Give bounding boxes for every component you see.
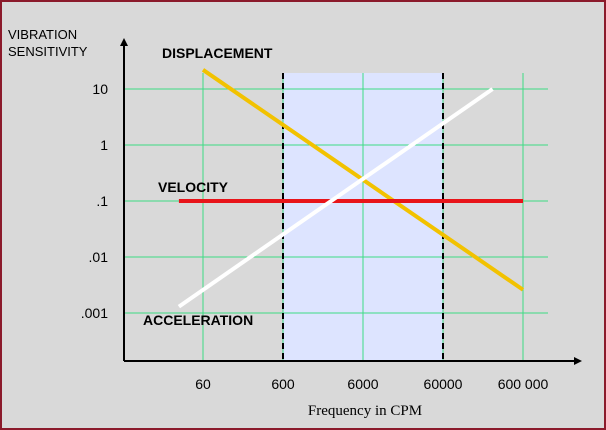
- series-layer: [177, 68, 525, 309]
- series-label-acceleration: ACCELERATION: [143, 312, 253, 328]
- x-axis-title: Frequency in CPM: [308, 403, 422, 419]
- y-tick-label: .01: [89, 249, 109, 265]
- y-axis-label-line-1: VIBRATION: [8, 27, 77, 42]
- series-label-velocity: VELOCITY: [158, 179, 229, 195]
- x-axis-arrow: [574, 357, 582, 365]
- x-tick-label: 600 000: [498, 376, 549, 392]
- x-tick-label: 6000: [347, 376, 378, 392]
- series-label-displacement: DISPLACEMENT: [162, 45, 273, 61]
- y-axis-label-line-2: SENSITIVITY: [8, 44, 88, 59]
- x-tick-label: 600: [271, 376, 295, 392]
- y-tick-label: .1: [96, 193, 108, 209]
- y-tick-label: 10: [92, 81, 108, 97]
- series-line-acceleration: [177, 87, 494, 309]
- x-tick-label: 60: [195, 376, 211, 392]
- y-tick-label: 1: [100, 137, 108, 153]
- y-tick-label: .001: [81, 305, 108, 321]
- dashed-verticals-layer: [282, 73, 444, 361]
- axis-layer: 10 1 .1 .01 .001 60 600 6000 60000 600 000: [81, 38, 582, 392]
- x-tick-label: 60000: [424, 376, 463, 392]
- y-axis-arrow: [120, 38, 128, 46]
